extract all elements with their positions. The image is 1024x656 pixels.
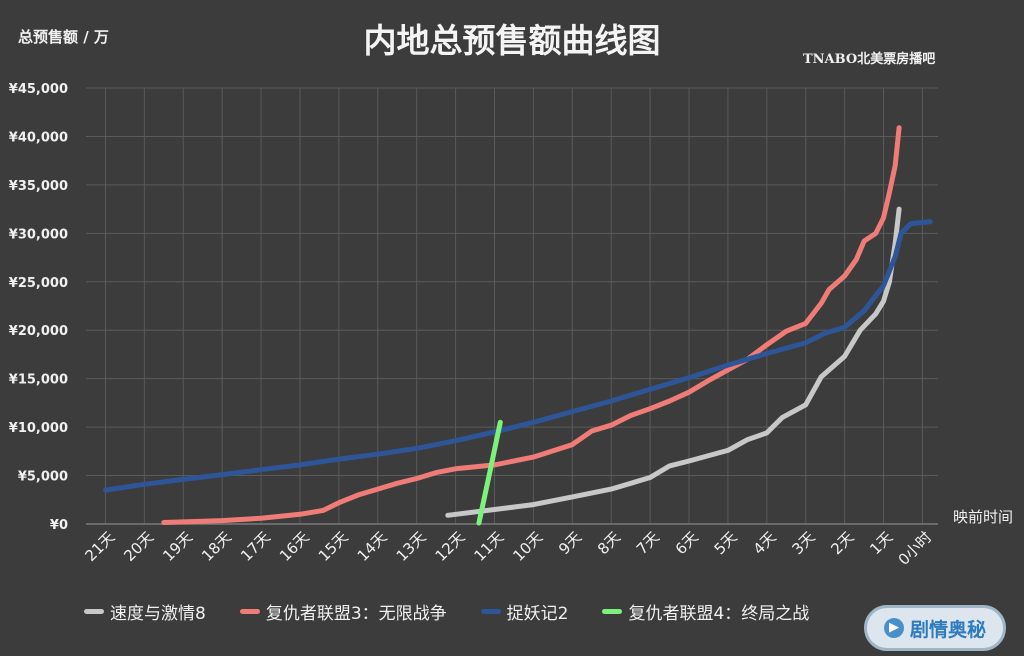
x-tick-label: 2天 xyxy=(827,528,857,558)
x-tick-label: 1天 xyxy=(866,528,896,558)
legend-swatch xyxy=(239,608,260,614)
x-tick-label: 21天 xyxy=(81,528,118,565)
legend-label: 复仇者联盟4：终局之战 xyxy=(628,603,810,624)
y-tick-label: ¥15,000 xyxy=(9,373,68,388)
legend: 速度与激情8 复仇者联盟3：无限战争 捉妖记2 复仇者联盟4：终局之战 xyxy=(84,596,843,626)
series-line-3 xyxy=(103,219,933,493)
y-tick-label: ¥25,000 xyxy=(9,276,68,291)
play-icon: ▶ xyxy=(883,618,904,638)
x-tick-label: 18天 xyxy=(198,528,235,565)
legend-item-4: 复仇者联盟4：终局之战 xyxy=(602,599,809,624)
y-tick-label: ¥45,000 xyxy=(9,82,68,97)
y-tick-label: ¥10,000 xyxy=(9,421,68,436)
y-tick-label: ¥40,000 xyxy=(9,130,68,145)
legend-item-3: 捉妖记2 xyxy=(480,599,569,624)
legend-item-2: 复仇者联盟3：无限战争 xyxy=(239,599,447,624)
y-tick-label: ¥5,000 xyxy=(18,470,68,485)
series-line-1 xyxy=(445,206,902,518)
x-tick-label: 6天 xyxy=(672,528,702,558)
x-tick-label: 17天 xyxy=(237,528,274,565)
x-tick-label: 4天 xyxy=(750,528,780,558)
line-chart: ¥0 ¥5,000 ¥10,000 ¥15,000 ¥20,000 ¥25,000 ¥30,… xyxy=(9,82,1013,569)
legend-swatch xyxy=(480,608,501,614)
series-line-4 xyxy=(476,419,503,526)
x-tick-label: 13天 xyxy=(393,528,430,565)
x-tick-label: 5天 xyxy=(711,528,741,558)
legend-label: 复仇者联盟3：无限战争 xyxy=(265,603,447,624)
x-tick-label: 11天 xyxy=(470,528,507,565)
x-tick-label: 10天 xyxy=(509,528,546,565)
x-tick-label: 3天 xyxy=(788,528,818,558)
x-axis-ticks: 21天 20天 19天 18天 17天 16天 15天 14天 13天 12天 11天 10天 9天 8天… xyxy=(81,528,935,569)
y-unit-label: 总预售额 / 万 xyxy=(18,28,109,46)
x-axis-label: 映前时间 xyxy=(953,508,1013,526)
badge-text: 剧情奥秘 xyxy=(909,618,986,641)
gridlines xyxy=(86,87,938,525)
x-tick-label: 20天 xyxy=(120,528,157,565)
x-tick-label: 8天 xyxy=(594,528,624,558)
y-axis-ticks: ¥0 ¥5,000 ¥10,000 ¥15,000 ¥20,000 ¥25,000 ¥30,… xyxy=(9,82,68,533)
x-tick-label: 19天 xyxy=(159,528,196,565)
y-tick-label: ¥0 xyxy=(50,518,68,533)
series-lines xyxy=(103,125,933,526)
watermark: TNABO北美票房播吧 xyxy=(803,52,936,67)
x-tick-label: 9天 xyxy=(555,528,585,558)
legend-label: 捉妖记2 xyxy=(506,603,569,624)
brand-badge: ▶ 剧情奥秘 xyxy=(864,605,1006,651)
y-tick-label: ¥30,000 xyxy=(9,227,68,242)
y-tick-label: ¥20,000 xyxy=(9,324,68,339)
legend-item-1: 速度与激情8 xyxy=(84,599,206,624)
x-tick-label: 16天 xyxy=(276,528,313,565)
legend-swatch xyxy=(602,608,623,614)
x-tick-label: 12天 xyxy=(432,528,469,565)
series-line-2 xyxy=(161,125,902,525)
x-tick-label: 0小时 xyxy=(895,528,936,569)
legend-swatch xyxy=(84,608,104,614)
legend-label: 速度与激情8 xyxy=(110,603,206,624)
x-tick-label: 15天 xyxy=(315,528,352,565)
x-tick-label: 14天 xyxy=(354,528,391,565)
y-tick-label: ¥35,000 xyxy=(9,179,68,194)
x-tick-label: 7天 xyxy=(633,528,663,558)
chart-title: 内地总预售额曲线图 xyxy=(363,21,661,60)
